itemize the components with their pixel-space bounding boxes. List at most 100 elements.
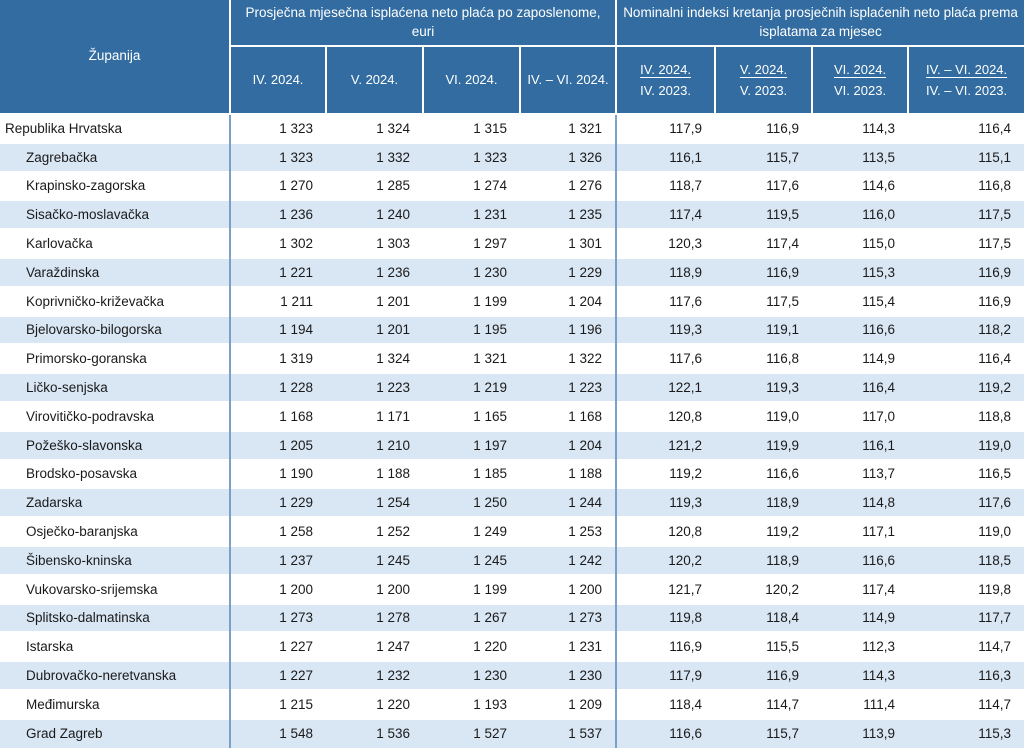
euro-value-cell: 1 209 (520, 689, 618, 719)
euro-value-cell: 1 321 (473, 351, 507, 367)
index-value-cell: 119,3 (715, 373, 813, 402)
euro-value-cell: 1 236 (230, 200, 326, 230)
index-value-cell: 116,9 (715, 661, 813, 690)
euro-value-cell: 1 537 (520, 718, 618, 748)
euro-value-cell: 1 231 (520, 632, 618, 662)
county-name-cell: Osječko-baranjska (0, 517, 231, 546)
euro-value-cell: 1 201 (376, 293, 410, 309)
table-row: Požeško-slavonska 1 205 1 210 1 197 1 20… (0, 430, 1024, 460)
euro-value-cell: 1 215 (279, 696, 313, 712)
euro-value-cell: 1 200 (376, 581, 410, 597)
index-value-cell: 116,1 (812, 430, 909, 460)
euro-value-cell: 1 303 (376, 236, 410, 252)
index-value-cell: 114,8 (812, 488, 909, 518)
table-row: Šibensko-kninska 1 237 1 245 1 245 1 242… (0, 545, 1024, 575)
county-name-cell: Požeško-slavonska (0, 430, 231, 460)
euro-value-cell: 1 249 (473, 524, 507, 540)
table-row: Bjelovarsko-bilogorska 1 194 1 201 1 195… (0, 315, 1024, 345)
euro-value-cell: 1 199 (473, 293, 507, 309)
index-value-cell: 115,5 (766, 639, 800, 655)
index-value-cell: 115,1 (908, 142, 1024, 172)
euro-value-cell: 1 237 (230, 545, 326, 575)
index-value-cell: 116,9 (908, 257, 1024, 287)
euro-value-cell: 1 267 (423, 603, 520, 633)
county-name-cell: Koprivničko-križevačka (0, 286, 231, 316)
index-value-cell: 112,3 (862, 639, 896, 655)
index-value-cell: 119,8 (616, 603, 716, 633)
table-row: Splitsko-dalmatinska 1 273 1 278 1 267 1… (0, 603, 1024, 633)
index-value-cell: 119,9 (715, 430, 813, 460)
index-value-cell: 119,8 (978, 581, 1012, 597)
index-value-cell: 122,1 (616, 373, 716, 402)
table-row: Osječko-baranjska 1 258 1 252 1 249 1 25… (0, 517, 1024, 546)
index-value-cell: 116,6 (616, 718, 716, 748)
index-value-cell: 115,0 (862, 236, 896, 252)
euro-value-cell: 1 168 (279, 408, 313, 424)
euro-value-cell: 1 195 (423, 315, 520, 345)
index-value-cell: 114,9 (862, 351, 896, 367)
euro-value-cell: 1 211 (280, 293, 313, 309)
index-value-cell: 119,0 (766, 408, 800, 424)
index-value-cell: 118,8 (978, 408, 1012, 424)
table-row: Ličko-senjska 1 228 1 223 1 219 1 223 12… (0, 373, 1024, 402)
index-value-cell: 116,8 (978, 178, 1012, 194)
euro-value-cell: 1 270 (279, 178, 313, 194)
index-value-cell: 117,5 (908, 200, 1024, 230)
group-header-nominal-indices: Nominalni indeksi kretanja prosječnih is… (616, 0, 1024, 47)
euro-value-cell: 1 273 (520, 603, 618, 633)
index-value-cell: 117,9 (616, 661, 716, 690)
euro-value-cell: 1 321 (520, 114, 618, 143)
index-value-cell: 113,5 (812, 142, 909, 172)
index-value-cell: 116,3 (908, 661, 1024, 690)
index-value-cell: 120,8 (668, 408, 703, 424)
index-value-cell: 117,4 (766, 236, 800, 252)
euro-value-cell: 1 278 (326, 603, 423, 633)
index-value-cell: 113,9 (812, 718, 909, 748)
euro-value-cell: 1 223 (520, 373, 618, 402)
header-group-row: Županija Prosječna mjesečna isplaćena ne… (0, 0, 1024, 114)
county-name-cell: Zagrebačka (0, 142, 231, 172)
euro-value-cell: 1 200 (520, 574, 618, 604)
euro-value-cell: 1 221 (230, 257, 326, 287)
group-header-net-salary: Prosječna mjesečna isplaćena neto plaća … (230, 0, 618, 47)
euro-value-cell: 1 236 (326, 257, 423, 287)
euro-value-cell: 1 276 (520, 171, 618, 201)
euro-value-cell: 1 301 (520, 229, 618, 258)
index-value-cell: 116,9 (766, 120, 800, 136)
column-header-county: Županija (0, 0, 231, 114)
euro-value-cell: 1 227 (230, 661, 326, 690)
euro-value-cell: 1 536 (326, 718, 423, 748)
table-row: Brodsko-posavska 1 190 1 188 1 185 1 188… (0, 459, 1024, 489)
index-value-cell: 116,4 (812, 373, 909, 402)
index-value-cell: 119,2 (766, 524, 800, 540)
index-value-cell: 113,7 (862, 466, 896, 482)
index-value-cell: 116,0 (812, 200, 909, 230)
euro-value-cell: 1 220 (473, 639, 507, 655)
county-name-cell: Sisačko-moslavačka (0, 200, 231, 230)
county-name-cell: Vukovarsko-srijemska (0, 574, 231, 604)
column-header-index-apr: IV. 2024. IV. 2023. (616, 46, 717, 114)
index-value-cell: 120,8 (668, 524, 703, 540)
table-row: Virovitičko-podravska 1 168 1 171 1 165 … (0, 401, 1024, 431)
euro-value-cell: 1 194 (230, 315, 326, 345)
euro-value-cell: 1 227 (279, 639, 313, 655)
county-name-cell: Istarska (0, 632, 231, 662)
euro-value-cell: 1 322 (520, 344, 618, 374)
index-fraction: IV. – VI. 2024. IV. – VI. 2023. (925, 61, 1008, 98)
index-value-cell: 116,9 (715, 257, 813, 287)
index-value-cell: 118,5 (908, 545, 1024, 575)
euro-value-cell: 1 210 (326, 430, 423, 460)
index-value-cell: 116,8 (766, 351, 800, 367)
euro-value-cell: 1 247 (376, 639, 410, 655)
euro-value-cell: 1 232 (326, 661, 423, 690)
index-value-cell: 120,3 (668, 236, 703, 252)
euro-value-cell: 1 185 (473, 466, 507, 482)
index-value-cell: 118,2 (908, 315, 1024, 345)
euro-value-cell: 1 171 (376, 408, 410, 424)
county-name-cell: Zadarska (0, 488, 231, 518)
index-value-cell: 116,4 (978, 120, 1012, 136)
index-value-cell: 118,4 (669, 696, 703, 712)
table-row: Krapinsko-zagorska 1 270 1 285 1 274 1 2… (0, 171, 1024, 201)
euro-value-cell: 1 188 (376, 466, 410, 482)
